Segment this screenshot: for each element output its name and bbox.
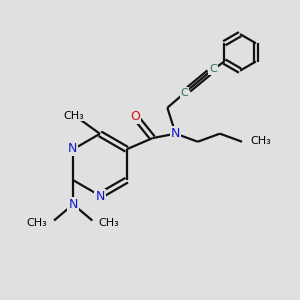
Text: N: N bbox=[95, 190, 105, 203]
Text: C: C bbox=[181, 88, 189, 98]
Text: CH₃: CH₃ bbox=[99, 218, 119, 228]
Text: N: N bbox=[171, 127, 180, 140]
Text: CH₃: CH₃ bbox=[63, 110, 84, 121]
Text: C: C bbox=[209, 64, 217, 74]
Text: CH₃: CH₃ bbox=[27, 218, 48, 228]
Text: O: O bbox=[130, 110, 140, 123]
Text: N: N bbox=[68, 142, 77, 155]
Text: N: N bbox=[68, 198, 78, 212]
Text: CH₃: CH₃ bbox=[250, 136, 271, 146]
